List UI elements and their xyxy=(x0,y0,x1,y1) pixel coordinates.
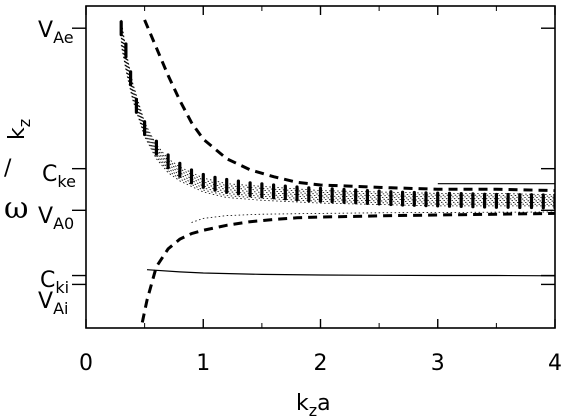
band-mark xyxy=(260,182,264,199)
band-mark xyxy=(225,177,229,194)
band-mark xyxy=(213,175,217,192)
series-line-3 xyxy=(146,269,555,277)
xtick-label: 3 xyxy=(431,351,445,376)
ytick-label-cki: Cki xyxy=(40,268,69,297)
band-mark xyxy=(318,186,323,203)
band-mark xyxy=(354,188,358,205)
band-mark xyxy=(529,193,534,210)
band-mark xyxy=(471,192,475,209)
band-mark xyxy=(283,184,287,201)
dotted-lower-curve xyxy=(191,211,555,223)
band-mark xyxy=(389,190,393,207)
band-mark xyxy=(483,192,487,209)
band-mark xyxy=(201,172,205,189)
dotted-mode-curve-2 xyxy=(120,23,555,197)
band-mark xyxy=(129,70,133,87)
ytick-label-cke: Cke xyxy=(42,162,76,191)
band-mark xyxy=(143,120,147,137)
band-mark xyxy=(134,97,138,114)
band-mark xyxy=(330,187,334,204)
plot-area xyxy=(119,19,555,323)
y-ticks xyxy=(72,27,555,286)
band-mark xyxy=(166,153,170,170)
band-mark xyxy=(119,20,123,37)
band-mark xyxy=(154,139,158,156)
xtick-label: 0 xyxy=(79,351,93,376)
band-mark xyxy=(424,191,428,208)
dotted-mode-curve-1 xyxy=(120,19,555,196)
ylabel-omega: ω xyxy=(4,191,28,226)
ytick-label-vai: VAi xyxy=(38,289,68,318)
band-mark xyxy=(541,193,545,210)
band-mark xyxy=(506,192,510,209)
xlabel: kza xyxy=(296,391,331,418)
band-mark xyxy=(272,183,276,200)
ylabel-kz: kz xyxy=(5,119,34,140)
dotted-mode-curve-5 xyxy=(120,34,555,202)
band-mark xyxy=(307,186,311,203)
curves-layer xyxy=(119,19,555,323)
band-mark xyxy=(342,187,346,204)
band-mark xyxy=(248,181,252,198)
x-ticks: 0 1 2 3 4 xyxy=(79,6,562,376)
band-mark xyxy=(295,185,299,202)
band-mark xyxy=(178,161,182,178)
xtick-label: 2 xyxy=(314,351,328,376)
series-line-2 xyxy=(140,211,555,323)
band-mark xyxy=(412,190,416,207)
ylabel-slash: / xyxy=(4,156,12,181)
dotted-mode-curve-7 xyxy=(120,41,555,205)
band-mark xyxy=(494,192,498,209)
series-line-1 xyxy=(143,19,555,193)
band-mark xyxy=(518,193,522,210)
xtick-label: 4 xyxy=(548,351,562,376)
band-mark xyxy=(459,192,463,208)
plot-frame xyxy=(85,5,556,329)
band-mark xyxy=(189,168,194,185)
band-mark xyxy=(377,189,381,206)
band-mark xyxy=(401,190,405,207)
band-mark xyxy=(447,191,452,208)
ytick-label-va0: VA0 xyxy=(38,204,74,233)
band-mark xyxy=(365,189,369,205)
band-mark xyxy=(436,191,440,208)
xtick-label: 1 xyxy=(196,351,210,376)
band-mark xyxy=(124,42,128,59)
ytick-label-vae: VAe xyxy=(38,18,74,47)
band-mark xyxy=(236,179,240,196)
dotted-mode-curve-4 xyxy=(120,30,555,200)
